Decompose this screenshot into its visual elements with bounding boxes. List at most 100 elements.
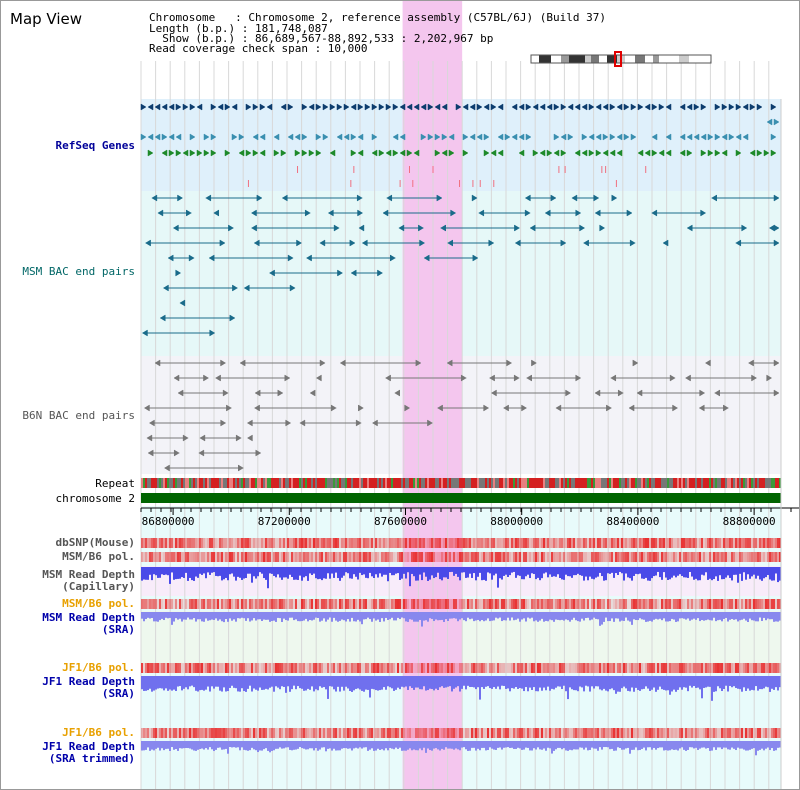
refseq-gene-glyph bbox=[273, 149, 280, 157]
msm-bac-end-glyph bbox=[686, 224, 693, 232]
refseq-gene-glyph bbox=[665, 149, 672, 157]
refseq-gene-glyph bbox=[357, 149, 364, 157]
refseq-gene-glyph bbox=[357, 103, 364, 111]
refseq-gene-glyph bbox=[399, 133, 406, 141]
msm-bac-end-glyph bbox=[575, 209, 582, 217]
refseq-gene-glyph bbox=[595, 133, 602, 141]
b6n-bac-end-glyph bbox=[513, 374, 520, 382]
b6n-bac-end-glyph bbox=[531, 359, 537, 367]
refseq-gene-glyph bbox=[175, 149, 182, 157]
refseq-gene-glyph bbox=[462, 149, 469, 157]
refseq-gene-glyph bbox=[721, 149, 728, 157]
msm-bac-end-glyph bbox=[773, 224, 780, 232]
refseq-gene-glyph bbox=[588, 149, 595, 157]
refseq-gene-glyph bbox=[497, 103, 504, 111]
refseq-gene-glyph bbox=[602, 149, 609, 157]
refseq-gene-glyph bbox=[378, 149, 385, 157]
refseq-gene-glyph bbox=[371, 149, 378, 157]
refseq-gene-glyph bbox=[315, 149, 322, 157]
refseq-gene-glyph bbox=[686, 133, 693, 141]
b6n-bac-end-glyph bbox=[565, 389, 572, 397]
msm-depth-sra-line2: (SRA) bbox=[101, 623, 135, 636]
b6n-bac-end-glyph bbox=[220, 419, 227, 427]
refseq-gene-glyph bbox=[707, 149, 714, 157]
refseq-gene-glyph bbox=[595, 103, 602, 111]
b6n-bac-end-glyph bbox=[394, 389, 401, 397]
page-title: Map View bbox=[10, 10, 83, 28]
refseq-gene-glyph bbox=[350, 149, 357, 157]
refseq-gene-glyph bbox=[385, 103, 392, 111]
refseq-gene-glyph bbox=[434, 133, 441, 141]
refseq-gene-glyph bbox=[665, 133, 672, 141]
show-range-info: Show (b.p.) : 86,689,567-88,892,533 : 2,… bbox=[149, 32, 494, 45]
refseq-gene-glyph bbox=[161, 103, 168, 111]
refseq-gene-glyph bbox=[476, 103, 483, 111]
msm-bac-end-glyph bbox=[386, 194, 393, 202]
refseq-gene-glyph bbox=[336, 133, 343, 141]
refseq-gene-glyph bbox=[651, 103, 658, 111]
msm-bac-end-glyph bbox=[436, 194, 443, 202]
b6n-bac-end-glyph bbox=[427, 419, 433, 427]
refseq-gene-glyph bbox=[189, 149, 196, 157]
refseq-gene-glyph bbox=[700, 103, 707, 111]
refseq-gene-glyph bbox=[357, 133, 364, 141]
b6n-bac-end-glyph bbox=[773, 359, 780, 367]
b6n-bac-end-glyph bbox=[483, 404, 490, 412]
refseq-gene-glyph bbox=[364, 103, 371, 111]
refseq-gene-glyph bbox=[322, 103, 329, 111]
b6n-bac-end-glyph bbox=[254, 404, 260, 412]
refseq-gene-glyph bbox=[546, 149, 553, 157]
refseq-gene-glyph bbox=[721, 133, 728, 141]
refseq-gene-glyph bbox=[455, 103, 462, 111]
msm-depth-sra-track bbox=[141, 612, 781, 627]
b6n-bac-end-glyph bbox=[714, 389, 720, 397]
b6n-bac-end-glyph bbox=[685, 374, 691, 382]
refseq-gene-glyph bbox=[392, 133, 399, 141]
refseq-gene-glyph bbox=[686, 103, 693, 111]
b6n-bac-end-glyph bbox=[617, 389, 624, 397]
b6n-bac-end-glyph bbox=[773, 389, 780, 397]
b6n-bac-end-glyph bbox=[203, 374, 209, 382]
b6n-bac-end-glyph bbox=[154, 359, 161, 367]
refseq-gene-glyph bbox=[266, 103, 273, 111]
b6n-bac-end-glyph bbox=[254, 389, 261, 397]
track-label-dbsnp: dbSNP(Mouse) bbox=[55, 536, 135, 549]
refseq-gene-glyph bbox=[238, 133, 245, 141]
b6n-bac-end-glyph bbox=[173, 374, 180, 382]
refseq-gene-glyph bbox=[259, 133, 266, 141]
msm-bac-end-glyph bbox=[167, 254, 174, 262]
msm-bac-end-glyph bbox=[514, 239, 521, 247]
refseq-gene-glyph bbox=[371, 133, 378, 141]
msm-bac-end-glyph bbox=[471, 194, 478, 202]
msm-bac-end-glyph bbox=[418, 224, 424, 232]
b6n-bac-end-glyph bbox=[385, 374, 391, 382]
b6n-bac-end-glyph bbox=[239, 359, 246, 367]
msm-bac-end-glyph bbox=[232, 284, 238, 292]
b6n-bac-end-glyph bbox=[215, 374, 221, 382]
jf1-b6-pol-track-2 bbox=[141, 728, 781, 738]
msm-bac-end-glyph bbox=[186, 209, 192, 217]
refseq-gene-glyph bbox=[231, 103, 238, 111]
refseq-gene-glyph bbox=[651, 133, 658, 141]
refseq-gene-glyph bbox=[217, 103, 224, 111]
refseq-gene-glyph bbox=[770, 133, 777, 141]
b6n-bac-end-glyph bbox=[246, 434, 253, 442]
refseq-gene-glyph bbox=[728, 103, 735, 111]
refseq-gene-glyph bbox=[196, 149, 203, 157]
refseq-gene-glyph bbox=[315, 133, 322, 141]
b6n-bac-end-glyph bbox=[446, 359, 453, 367]
refseq-gene-glyph bbox=[553, 133, 560, 141]
refseq-gene-glyph bbox=[343, 133, 350, 141]
refseq-gene-glyph bbox=[154, 133, 161, 141]
msm-bac-end-glyph bbox=[524, 194, 531, 202]
refseq-gene-glyph bbox=[483, 103, 490, 111]
track-label-jf1-depth-trimmed: JF1 Read Depth (SRA trimmed) bbox=[42, 741, 135, 765]
b6n-bac-end-glyph bbox=[490, 389, 497, 397]
b6n-bac-end-glyph bbox=[699, 389, 706, 397]
msm-bac-end-glyph bbox=[419, 239, 426, 247]
refseq-gene-glyph bbox=[294, 133, 301, 141]
refseq-gene-glyph bbox=[679, 149, 686, 157]
msm-depth-cap-line2: (Capillary) bbox=[62, 580, 135, 593]
